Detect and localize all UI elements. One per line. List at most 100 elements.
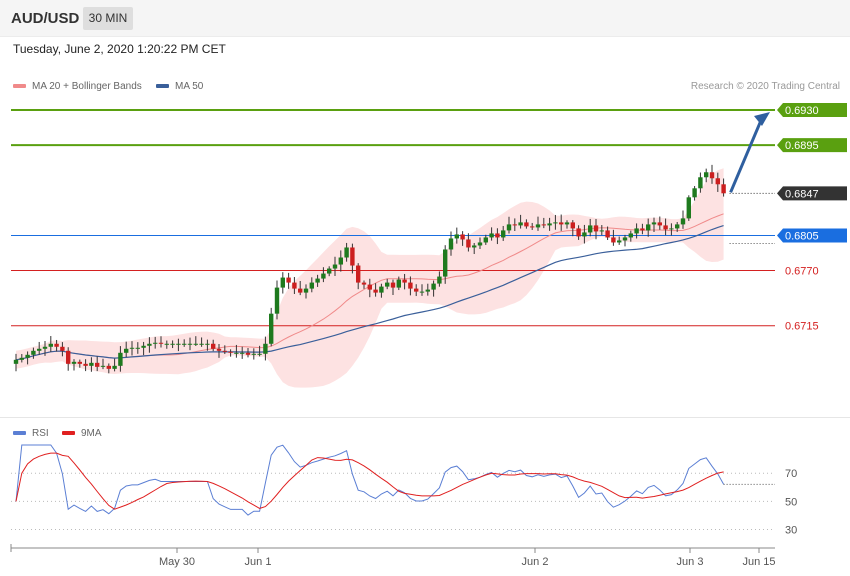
ma50-line bbox=[15, 225, 724, 361]
candle bbox=[54, 339, 59, 352]
candle-body bbox=[199, 343, 204, 345]
candle-body bbox=[535, 224, 541, 228]
candle bbox=[135, 342, 140, 354]
candle-body bbox=[524, 222, 529, 227]
rsi-line bbox=[15, 444, 725, 516]
candle bbox=[182, 339, 187, 347]
candle bbox=[112, 358, 117, 372]
candle bbox=[419, 284, 425, 296]
candle bbox=[338, 250, 343, 272]
9ma-label: 9MA bbox=[81, 428, 102, 439]
candle bbox=[686, 195, 691, 221]
candle bbox=[274, 280, 280, 320]
candle-body bbox=[153, 342, 158, 344]
candle bbox=[466, 233, 471, 252]
legend-ma20: MA 20 + Bollinger Bands bbox=[13, 81, 142, 92]
level-value: 0.6895 bbox=[785, 140, 819, 152]
candle-body bbox=[361, 282, 367, 285]
candle-body bbox=[466, 239, 471, 248]
candle bbox=[512, 218, 517, 232]
symbol-label: AUD/USD bbox=[11, 10, 80, 27]
candle-body bbox=[118, 352, 123, 366]
forecast-arrow-line bbox=[729, 117, 764, 193]
candle-body bbox=[669, 228, 674, 230]
candle bbox=[77, 359, 82, 368]
candle-body bbox=[211, 343, 216, 349]
candle-body bbox=[222, 350, 227, 352]
candle-body bbox=[129, 347, 135, 349]
candle-body bbox=[588, 225, 593, 233]
candle-body bbox=[71, 361, 77, 364]
level-tag bbox=[777, 103, 847, 118]
candle-body bbox=[332, 264, 338, 269]
candle-body bbox=[158, 342, 164, 344]
candle bbox=[66, 347, 71, 371]
candle-body bbox=[13, 359, 19, 364]
candle bbox=[437, 271, 442, 287]
candle bbox=[147, 337, 152, 353]
candle bbox=[95, 356, 100, 372]
candle bbox=[25, 351, 30, 365]
candle bbox=[373, 283, 378, 297]
candle bbox=[675, 221, 680, 232]
candle bbox=[170, 340, 175, 349]
candle bbox=[379, 283, 384, 298]
9ma-swatch bbox=[62, 431, 75, 436]
candle bbox=[564, 220, 570, 229]
candle-body bbox=[553, 222, 558, 224]
candle-body bbox=[640, 228, 645, 231]
ma20-swatch bbox=[13, 84, 26, 89]
candle-body bbox=[472, 245, 477, 248]
candle-body bbox=[31, 350, 36, 355]
level-label-resistance: 0.6930 bbox=[777, 103, 847, 118]
candle bbox=[71, 359, 77, 371]
candle-body bbox=[530, 226, 535, 228]
legend-ma50: MA 50 bbox=[156, 81, 203, 92]
candle-body bbox=[89, 362, 94, 366]
candle-body bbox=[657, 222, 662, 226]
level-tag bbox=[777, 186, 847, 201]
candle bbox=[216, 344, 222, 358]
candle bbox=[414, 284, 419, 297]
level-label-last: 0.6847 bbox=[777, 186, 847, 201]
candle-body bbox=[25, 354, 30, 358]
ma50-label: MA 50 bbox=[175, 81, 204, 92]
candle-body bbox=[704, 172, 709, 178]
candle bbox=[263, 336, 268, 361]
level-value: 0.6847 bbox=[785, 188, 819, 200]
timeframe-button[interactable]: 30 MIN bbox=[83, 7, 133, 30]
candle bbox=[582, 224, 587, 244]
candle-body bbox=[390, 282, 396, 288]
legend-rsi: RSI bbox=[13, 428, 49, 439]
candle bbox=[692, 186, 697, 201]
candle bbox=[240, 346, 245, 359]
candle bbox=[628, 230, 633, 242]
rsi-label: RSI bbox=[32, 428, 49, 439]
candle bbox=[593, 218, 599, 240]
rsi-tick-label: 50 bbox=[785, 496, 797, 508]
candle bbox=[350, 243, 355, 274]
level-value: 0.6930 bbox=[785, 105, 819, 117]
candle bbox=[669, 223, 674, 236]
candle bbox=[495, 228, 500, 245]
chart-header: AUD/USD 30 MIN bbox=[0, 0, 850, 37]
candle-body bbox=[402, 279, 407, 283]
candle-body bbox=[257, 353, 262, 355]
candle-body bbox=[37, 348, 42, 351]
candle bbox=[124, 341, 129, 358]
candle bbox=[425, 283, 430, 296]
candle bbox=[332, 256, 338, 277]
candle bbox=[280, 272, 285, 294]
candle bbox=[431, 280, 436, 297]
candle-body bbox=[617, 240, 622, 243]
candle bbox=[547, 217, 552, 231]
x-tick-label: Jun 1 bbox=[245, 556, 272, 568]
candle-body bbox=[477, 242, 483, 246]
candle-body bbox=[437, 276, 442, 284]
candle bbox=[129, 341, 135, 356]
candle-body bbox=[709, 172, 715, 179]
candle-body bbox=[605, 230, 610, 238]
candle bbox=[327, 266, 332, 277]
candle-body bbox=[269, 313, 274, 344]
